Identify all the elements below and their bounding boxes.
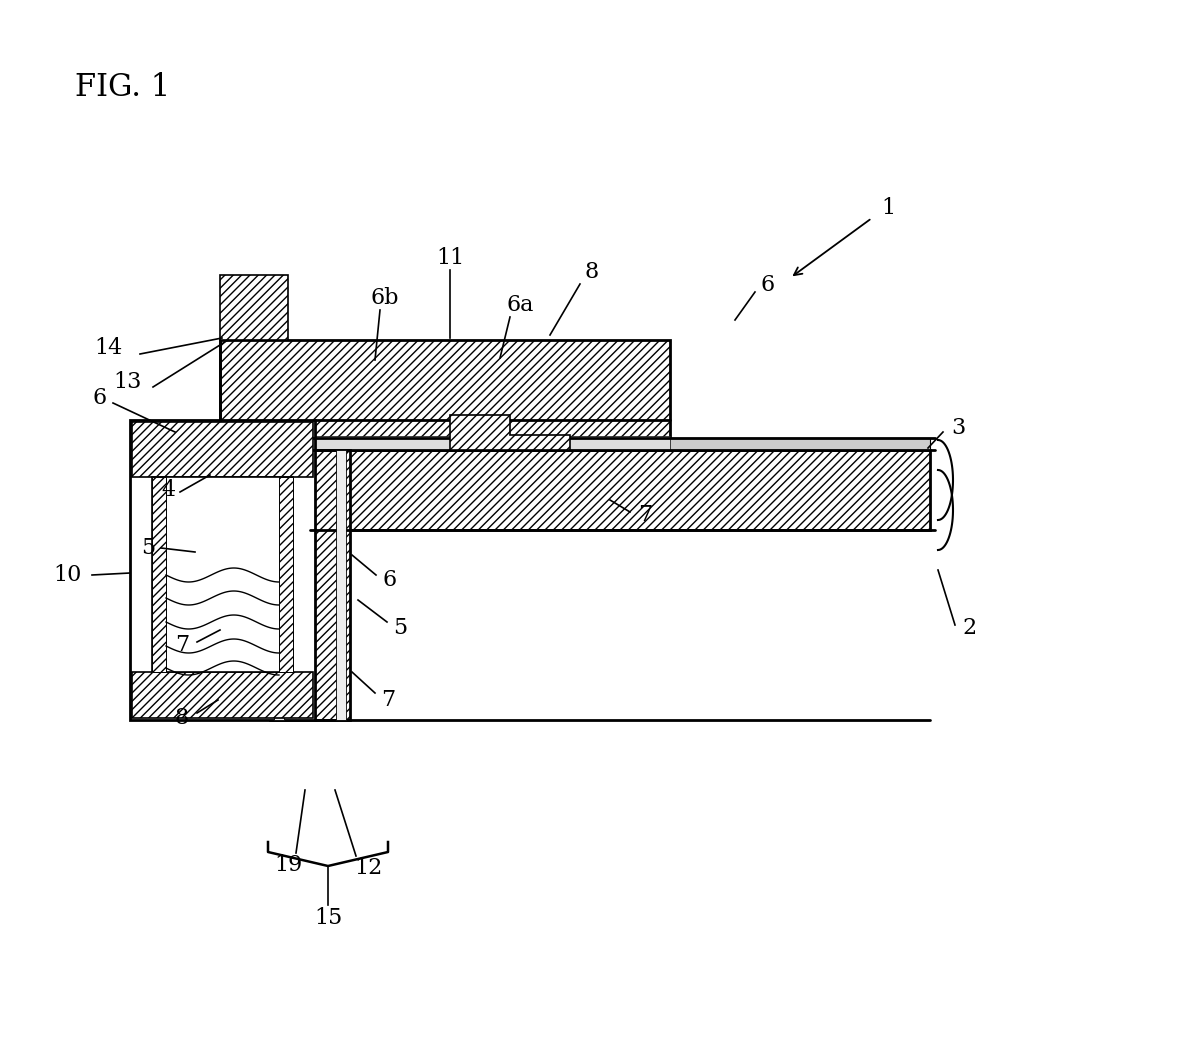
Text: 15: 15	[314, 907, 342, 929]
Bar	[220, 340, 670, 450]
Text: 3: 3	[951, 418, 966, 439]
Bar	[310, 450, 930, 530]
Text: 6b: 6b	[370, 288, 399, 309]
Text: 12: 12	[354, 857, 382, 879]
Bar	[278, 477, 293, 672]
Bar	[310, 438, 930, 450]
Text: 11: 11	[436, 247, 464, 268]
Text: 6: 6	[93, 387, 108, 409]
Text: 6: 6	[761, 274, 776, 296]
Text: 1: 1	[881, 197, 895, 219]
Text: 5: 5	[141, 537, 155, 559]
Bar	[131, 422, 313, 477]
Text: 14: 14	[94, 337, 122, 359]
Text: 10: 10	[54, 564, 82, 586]
Text: 7: 7	[174, 634, 189, 656]
Bar	[152, 477, 293, 672]
Bar	[274, 450, 284, 720]
Text: 13: 13	[114, 371, 142, 393]
Text: 4: 4	[161, 479, 174, 501]
Text: 19: 19	[274, 854, 302, 876]
Bar	[336, 450, 347, 720]
Text: 6: 6	[382, 569, 397, 591]
Text: 8: 8	[584, 261, 599, 283]
Bar	[131, 672, 313, 718]
Bar	[152, 477, 166, 672]
Text: FIG. 1: FIG. 1	[75, 72, 170, 103]
Polygon shape	[451, 415, 570, 450]
Text: 7: 7	[638, 504, 652, 526]
Text: 8: 8	[174, 707, 189, 729]
Text: 6a: 6a	[507, 294, 534, 316]
Text: 5: 5	[393, 617, 407, 639]
Text: 7: 7	[381, 689, 396, 711]
Bar	[220, 275, 288, 340]
Bar	[130, 420, 315, 720]
Bar	[270, 450, 350, 720]
Text: 2: 2	[963, 617, 978, 639]
Bar	[223, 435, 670, 450]
